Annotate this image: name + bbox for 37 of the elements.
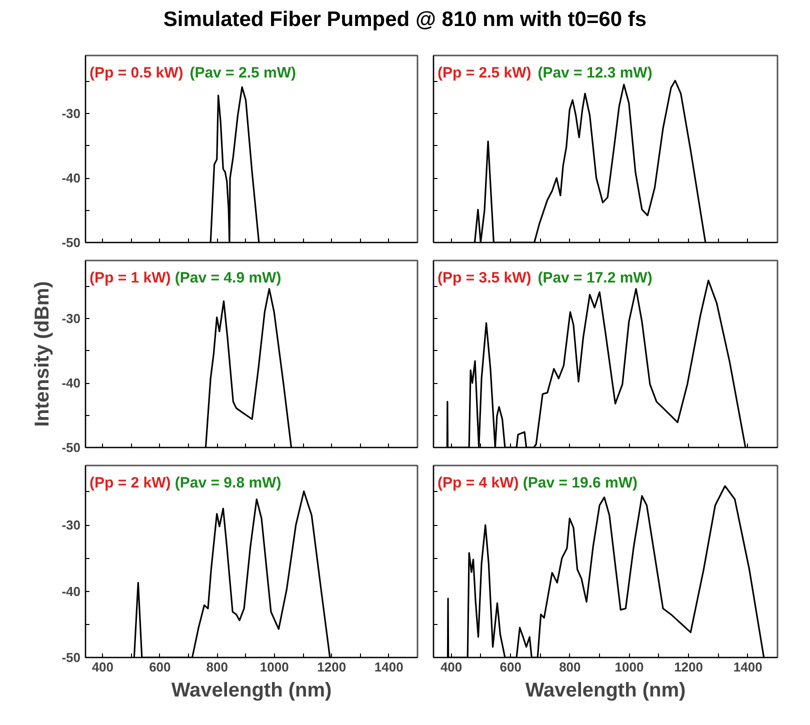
annotation: (Pav = 19.6 mW) — [522, 474, 638, 492]
chart-title: Simulated Fiber Pumped @ 810 nm with t0=60 fs — [163, 7, 647, 33]
x-tick-label: 1000 — [260, 660, 289, 674]
x-axis-title: Wavelength (nm) — [525, 680, 686, 702]
y-tick-label: -30 — [62, 518, 81, 533]
annotation: (Pp = 2.5 kW) — [438, 64, 532, 82]
annotation: (Pp = 0.5 kW) — [90, 64, 184, 82]
x-tick-label: 400 — [92, 660, 114, 674]
annotation: (Pav = 12.3 mW) — [538, 64, 652, 82]
y-tick-label: -50 — [62, 440, 81, 455]
x-tick-label: 1400 — [733, 660, 762, 674]
y-tick-label: -40 — [62, 584, 81, 599]
y-axis-title: Intensity (dBm) — [32, 281, 54, 427]
x-tick-label: 1400 — [374, 660, 404, 674]
annotation: (Pav = 9.8 mW) — [174, 474, 282, 492]
x-tick-label: 600 — [149, 660, 171, 674]
x-axis-title: Wavelength (nm) — [171, 680, 332, 702]
x-tick-label: 1200 — [674, 660, 703, 674]
y-tick-label: -50 — [62, 235, 81, 250]
annotation: (Pav = 4.9 mW) — [174, 270, 282, 286]
y-tick-label: -50 — [62, 650, 81, 665]
annotation: (Pav = 17.2 mW) — [538, 270, 652, 286]
annotation: (Pp = 3.5 kW) — [438, 270, 532, 286]
annotation: (Pp = 4 kW) — [438, 474, 519, 492]
y-tick-label: -40 — [62, 376, 81, 391]
x-tick-label: 1200 — [317, 660, 346, 674]
y-tick-label: -40 — [62, 170, 81, 186]
x-tick-label: 1000 — [614, 660, 644, 674]
annotation: (Pp = 2 kW) — [90, 474, 171, 492]
x-tick-label: 800 — [559, 660, 581, 674]
y-tick-label: -30 — [62, 106, 81, 122]
x-tick-label: 800 — [206, 660, 228, 674]
annotation: (Pp = 1 kW) — [90, 270, 171, 286]
annotation: (Pav = 2.5 mW) — [190, 64, 296, 82]
y-tick-label: -30 — [62, 311, 81, 326]
x-tick-label: 600 — [500, 660, 522, 674]
x-tick-label: 400 — [440, 660, 462, 674]
